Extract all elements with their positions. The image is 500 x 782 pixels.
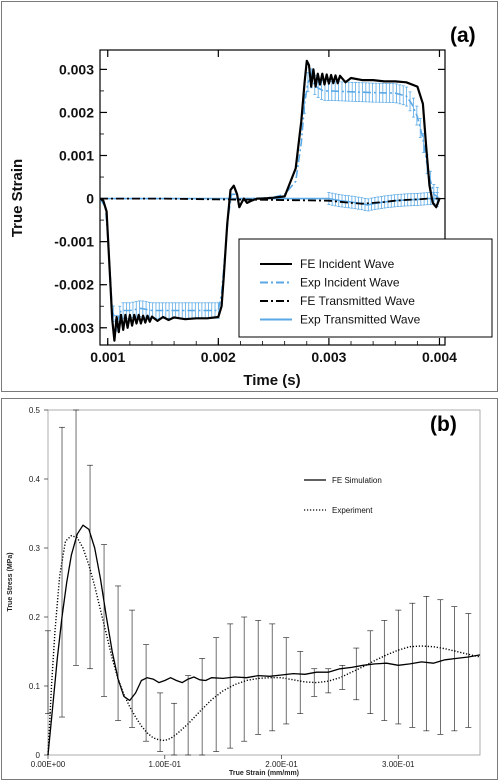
chart-a-legend: FE Incident Wave Exp Incident Wave FE Tran… [238, 238, 493, 338]
chart-a-series-fe-transmitted-wave [100, 197, 440, 205]
chart-a-ylabel: True Strain [9, 159, 26, 237]
chart-a-frame [99, 49, 446, 346]
panel-a-label: (a) [450, 24, 476, 47]
chart-a-xtick-label: 0.002 [201, 349, 236, 365]
chart-a-series-exp-transmitted-wave [100, 197, 440, 206]
chart-b-ytick-label: 0 [36, 751, 41, 760]
chart-a-series-fe-incident-wave [99, 59, 441, 342]
chart-b-ytick-label: 0.2 [29, 613, 41, 622]
chart-b-ytick-label: 0.1 [29, 682, 41, 691]
chart-a-ytick-label: 0.002 [59, 104, 94, 120]
chart-a-svg: (a) 0.001 0.002 0.003 0.004 0.003 0.002 0.001 0… [9, 24, 493, 389]
panel-b: (b) 0.00E+00 1.00E-01 2.00E-01 3.00E-01 0.5 0… [1, 398, 498, 780]
chart-b-ytick-label: 0.4 [29, 475, 41, 484]
chart-a-xtick-label: 0.004 [422, 349, 457, 365]
chart-b-ytick-label: 0.5 [29, 406, 41, 415]
chart-b-frame [47, 409, 481, 756]
chart-b-xtick-label: 0.00E+00 [31, 760, 66, 769]
chart-a-ytick-label: -0.001 [54, 234, 94, 250]
chart-b-legend: FE Simulation Experiment [304, 476, 382, 515]
chart-a-legend-label: Exp Transmitted Wave [300, 313, 421, 327]
chart-b-series-experiment [47, 534, 481, 756]
chart-a-ytick-label: -0.002 [54, 277, 94, 293]
chart-b-ytick-label: 0.3 [29, 544, 41, 553]
chart-a-legend-label: Exp Incident Wave [300, 276, 400, 290]
chart-b-series-fe-simulation [47, 524, 481, 756]
chart-b-xtick-label: 2.00E-01 [265, 760, 298, 769]
chart-a-ytick-label: 0.001 [59, 148, 94, 164]
chart-b-legend-label: FE Simulation [332, 476, 382, 485]
chart-a-xtick-label: 0.003 [311, 349, 346, 365]
panel-a: (a) 0.001 0.002 0.003 0.004 0.003 0.002 0.001 0… [1, 1, 498, 392]
chart-a-ytick-label: 0.003 [59, 61, 94, 77]
chart-b-xtick-label: 1.00E-01 [149, 760, 182, 769]
chart-b-xtick-label: 3.00E-01 [382, 760, 415, 769]
chart-a-ytick-label: -0.003 [54, 320, 94, 336]
chart-b-xlabel: True Strain (mm/mm) [229, 770, 299, 777]
chart-b-svg: (b) 0.00E+00 1.00E-01 2.00E-01 3.00E-01 0.5 0… [7, 406, 481, 777]
chart-b-ylabel: True Stress (MPa) [7, 552, 14, 611]
chart-a-legend-label: FE Incident Wave [300, 257, 395, 271]
chart-a-ytick-label: 0 [86, 191, 94, 207]
chart-a-legend-label: FE Transmitted Wave [300, 294, 415, 308]
chart-a-xtick-label: 0.001 [90, 349, 125, 365]
chart-b-legend-label: Experiment [332, 506, 373, 515]
chart-a-xlabel: Time (s) [243, 372, 300, 389]
panel-b-label: (b) [430, 413, 457, 436]
